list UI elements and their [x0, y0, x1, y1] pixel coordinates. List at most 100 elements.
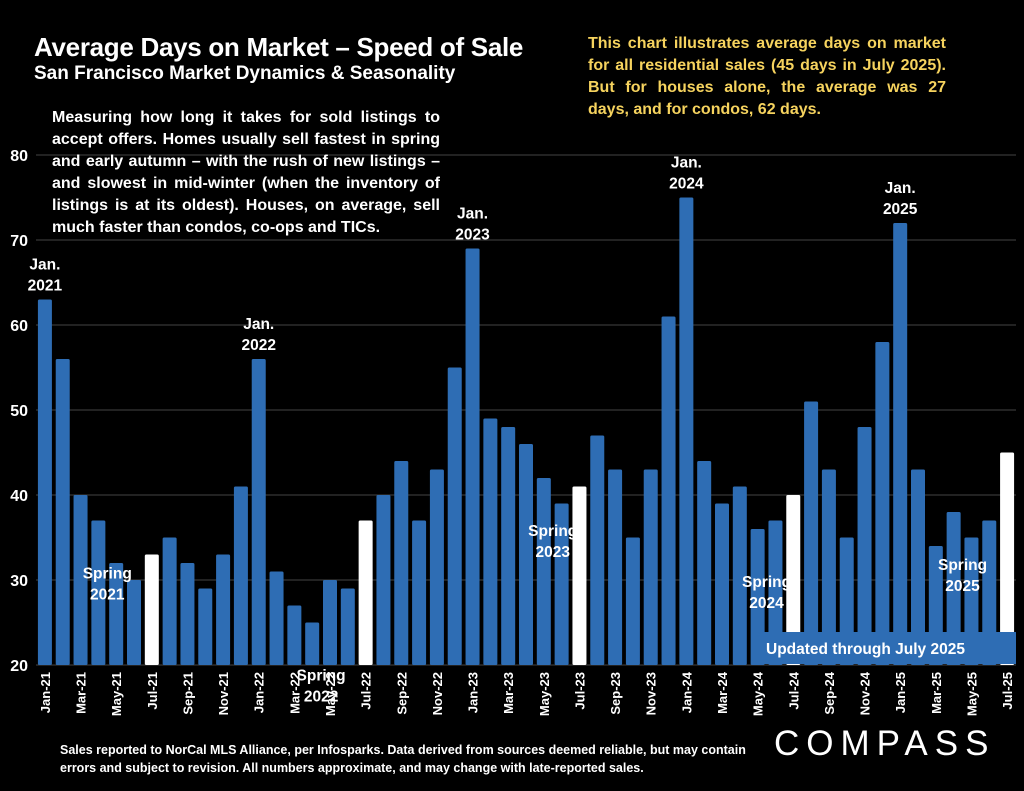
x-tick-label: Mar-24	[715, 671, 730, 714]
bar-aug-22	[376, 495, 391, 665]
x-tick-label: Jan-22	[252, 672, 267, 713]
x-tick-label: May-21	[109, 672, 124, 716]
bar-feb-22	[269, 571, 284, 665]
annotation-text: 2021	[28, 278, 63, 295]
bar-oct-23	[625, 537, 640, 665]
bar-jul-24	[786, 495, 801, 665]
chart-subtitle: San Francisco Market Dynamics & Seasonal…	[34, 63, 456, 84]
bar-jun-21	[127, 580, 141, 665]
badge-background	[752, 632, 1016, 664]
bar-feb-21	[55, 359, 70, 665]
annotation-text: 2022	[241, 337, 275, 354]
bar-nov-22	[429, 469, 444, 665]
bar-sep-23	[608, 469, 623, 665]
annotation-text: 2023	[455, 227, 490, 244]
x-tick-label: Nov-21	[216, 672, 231, 715]
annotation-apr-25: Spring 2025	[938, 557, 987, 595]
annotation-text: Spring	[83, 566, 132, 583]
bar-feb-23	[483, 418, 498, 665]
bar-aug-23	[590, 435, 605, 665]
bar-may-21	[109, 563, 124, 665]
annotation-text: 2023	[535, 544, 570, 561]
bar-may-22	[323, 580, 337, 665]
bar-may-24	[750, 529, 765, 665]
y-tick-label: 30	[10, 573, 28, 590]
x-tick-label: May-23	[537, 672, 552, 716]
x-tick-label: May-25	[964, 672, 979, 716]
bar-nov-24	[857, 427, 872, 665]
badge-text: Updated through July 2025	[766, 641, 965, 658]
annotation-jan-24: Jan. 2024	[669, 155, 704, 193]
source-footnote: Sales reported to NorCal MLS Alliance, p…	[60, 743, 746, 775]
bar-apr-23	[519, 444, 533, 665]
annotation-text: 2025	[883, 201, 918, 218]
bar-jan-23	[465, 248, 480, 665]
annotation-text: Jan.	[885, 180, 916, 197]
bar-nov-23	[643, 469, 658, 665]
annotation-may-23: Spring 2023	[528, 523, 577, 561]
bar-sep-21	[180, 563, 195, 665]
x-tick-label: Jan-23	[466, 672, 481, 713]
annotation-text: Jan.	[243, 316, 274, 333]
bar-jan-24	[679, 197, 694, 665]
x-tick-label: Nov-22	[430, 672, 445, 715]
y-tick-label: 70	[10, 233, 28, 250]
annotation-jan-21: Jan. 2021	[28, 257, 63, 295]
bar-jul-22	[358, 520, 373, 665]
bar-jun-22	[340, 588, 355, 665]
bar-dec-24	[875, 342, 890, 665]
annotation-jan-22: Jan. 2022	[241, 316, 275, 354]
x-axis: Jan-21 Mar-21 May-21 Jul-21 Sep-21 Nov-21 Jan-…	[38, 671, 1015, 716]
y-tick-label: 80	[10, 148, 28, 165]
bar-aug-21	[162, 537, 177, 665]
annotation-text: Jan.	[29, 257, 60, 274]
y-tick-label: 50	[10, 403, 28, 420]
bar-jul-23	[572, 486, 587, 665]
x-tick-label: Jul-25	[1000, 672, 1015, 710]
x-tick-label: Jul-21	[145, 672, 160, 710]
annotation-text: Spring	[528, 523, 577, 540]
bar-mar-22	[287, 605, 302, 665]
bar-jun-24	[768, 520, 783, 665]
x-tick-label: Jul-24	[786, 671, 801, 709]
bar-may-23	[536, 478, 551, 665]
bar-apr-25	[946, 512, 961, 665]
bars	[37, 197, 1015, 665]
x-tick-label: Nov-24	[858, 671, 873, 715]
bar-sep-22	[394, 461, 409, 665]
x-tick-label: Mar-22	[287, 672, 302, 714]
bar-jul-21	[144, 554, 159, 665]
annotation-text: 2024	[749, 595, 784, 612]
chart-description: Measuring how long it takes for sold lis…	[52, 109, 440, 236]
bar-oct-21	[198, 588, 213, 665]
bar-apr-22	[305, 622, 320, 665]
x-tick-label: Jul-22	[359, 672, 374, 710]
y-tick-label: 20	[10, 658, 28, 675]
bar-jun-25	[982, 520, 997, 665]
bar-dec-23	[661, 316, 676, 665]
x-tick-label: Sep-21	[180, 672, 195, 715]
bar-jun-23	[554, 503, 569, 665]
annotation-text: 2021	[90, 587, 125, 604]
x-tick-label: Jan-21	[38, 672, 53, 713]
x-tick-label: Jan-25	[893, 672, 908, 713]
x-tick-label: Sep-23	[608, 672, 623, 715]
bar-nov-21	[216, 554, 231, 665]
y-axis: 20 30 40 50 60 70 80	[10, 148, 28, 675]
annotation-text: Spring	[297, 668, 346, 685]
bar-mar-23	[501, 427, 516, 665]
highlight-note: This chart illustrates average days on m…	[588, 35, 946, 118]
y-tick-label: 60	[10, 318, 28, 335]
bar-jan-25	[893, 223, 908, 665]
bar-jan-22	[251, 359, 266, 665]
bar-feb-24	[697, 461, 712, 665]
annotations: Jan. 2021 Jan. 2022 Jan. 2023 Jan. 2024 Jan. 2025…	[28, 155, 987, 706]
bar-feb-25	[911, 469, 925, 665]
x-tick-label: Sep-24	[822, 671, 837, 714]
annotation-text: Spring	[938, 557, 987, 574]
annotation-text: Spring	[742, 574, 791, 591]
bar-jan-21	[37, 299, 52, 665]
x-tick-label: Mar-25	[929, 672, 944, 714]
annotation-text: Jan.	[457, 206, 488, 223]
